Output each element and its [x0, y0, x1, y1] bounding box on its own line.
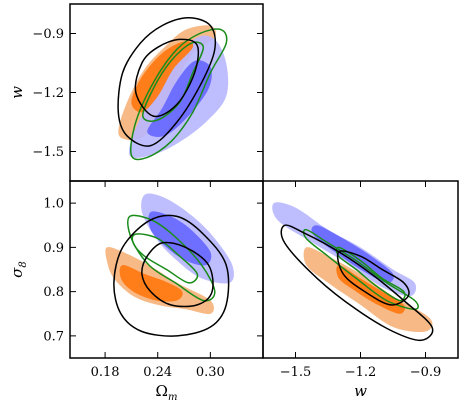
contour-black-inner [336, 250, 410, 306]
contour-black-outer [113, 214, 230, 337]
contour-black-inner [141, 241, 214, 308]
x-tick-label: −0.9 [410, 365, 442, 380]
y-axis-label: w [8, 86, 26, 99]
contour-green-inner [335, 246, 406, 302]
panel-omega-m-sigma8: 1.0 0.9 0.8 0.7 0.18 0.24 0.30 σ8 Ωm [8, 180, 264, 403]
y-tick-label: −1.5 [32, 145, 64, 160]
contour-layer [105, 193, 234, 337]
contour-black-outer [117, 17, 217, 147]
contour-green-inner [142, 41, 205, 122]
contour-black-outer [280, 224, 434, 342]
y-tick-label: −0.9 [32, 27, 64, 42]
contour-layer [272, 202, 434, 342]
y-axis-label: σ8 [8, 261, 29, 278]
y-tick-label: −1.2 [32, 86, 64, 101]
contour-green-outer [130, 28, 228, 161]
x-tick-label: −1.2 [345, 365, 377, 380]
x-tick-label: 0.24 [143, 365, 172, 380]
x-tick-label: −1.5 [280, 365, 312, 380]
contour-black-inner [134, 38, 200, 118]
y-tick-label: 0.9 [43, 241, 64, 256]
contour-orange-inner [119, 265, 183, 302]
panel-w-sigma8: −1.5 −1.2 −0.9 w [262, 180, 459, 400]
x-tick-label: 0.18 [91, 365, 120, 380]
y-tick-label: 0.7 [43, 329, 64, 344]
panel-omega-m-w: −0.9 −1.2 −1.5 w [8, 3, 264, 182]
x-axis-label: w [354, 382, 367, 400]
contour-green-outer [127, 214, 216, 302]
y-tick-label: 1.0 [43, 197, 64, 212]
contour-layer [117, 17, 229, 161]
x-tick-label: 0.30 [196, 365, 225, 380]
x-axis-label: Ωm [156, 382, 178, 403]
y-tick-label: 0.8 [43, 285, 64, 300]
